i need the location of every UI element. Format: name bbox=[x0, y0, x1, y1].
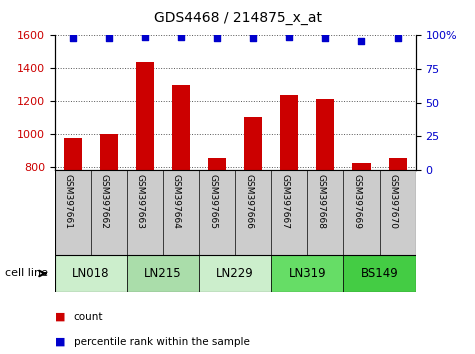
Text: GSM397663: GSM397663 bbox=[136, 174, 145, 229]
Text: count: count bbox=[74, 312, 103, 322]
Text: percentile rank within the sample: percentile rank within the sample bbox=[74, 337, 249, 347]
Text: cell line: cell line bbox=[5, 268, 48, 279]
Point bbox=[105, 35, 113, 41]
Text: GSM397667: GSM397667 bbox=[280, 174, 289, 229]
Point bbox=[394, 35, 401, 41]
Bar bbox=[100, 134, 118, 170]
Bar bbox=[343, 255, 416, 292]
Text: GSM397661: GSM397661 bbox=[64, 174, 73, 229]
Bar bbox=[389, 158, 407, 170]
Text: LN215: LN215 bbox=[144, 267, 182, 280]
Bar bbox=[136, 62, 154, 170]
Text: GSM397664: GSM397664 bbox=[172, 174, 181, 229]
Text: GSM397666: GSM397666 bbox=[244, 174, 253, 229]
Text: GSM397668: GSM397668 bbox=[316, 174, 325, 229]
Text: LN229: LN229 bbox=[216, 267, 254, 280]
Bar bbox=[55, 255, 127, 292]
Point bbox=[213, 35, 221, 41]
Bar bbox=[280, 95, 298, 170]
Bar bbox=[208, 158, 226, 170]
Text: GSM397662: GSM397662 bbox=[100, 174, 109, 229]
Text: GSM397665: GSM397665 bbox=[208, 174, 217, 229]
Bar bbox=[316, 98, 334, 170]
Text: GSM397670: GSM397670 bbox=[389, 174, 398, 229]
Bar bbox=[271, 255, 343, 292]
Point bbox=[322, 35, 329, 41]
Bar bbox=[55, 170, 416, 255]
Text: LN018: LN018 bbox=[72, 267, 109, 280]
Point bbox=[177, 34, 185, 40]
Text: GSM397669: GSM397669 bbox=[352, 174, 361, 229]
Text: BS149: BS149 bbox=[361, 267, 399, 280]
Bar bbox=[352, 162, 370, 170]
Point bbox=[358, 38, 365, 44]
Text: ■: ■ bbox=[55, 312, 65, 322]
Point bbox=[141, 34, 149, 40]
Bar bbox=[199, 255, 271, 292]
Bar bbox=[127, 255, 199, 292]
Point bbox=[69, 35, 76, 41]
Point bbox=[249, 35, 257, 41]
Bar bbox=[172, 85, 190, 170]
Bar bbox=[64, 138, 82, 170]
Text: LN319: LN319 bbox=[288, 267, 326, 280]
Bar bbox=[244, 118, 262, 170]
Text: ■: ■ bbox=[55, 337, 65, 347]
Point bbox=[285, 34, 293, 40]
Text: GDS4468 / 214875_x_at: GDS4468 / 214875_x_at bbox=[153, 11, 322, 25]
